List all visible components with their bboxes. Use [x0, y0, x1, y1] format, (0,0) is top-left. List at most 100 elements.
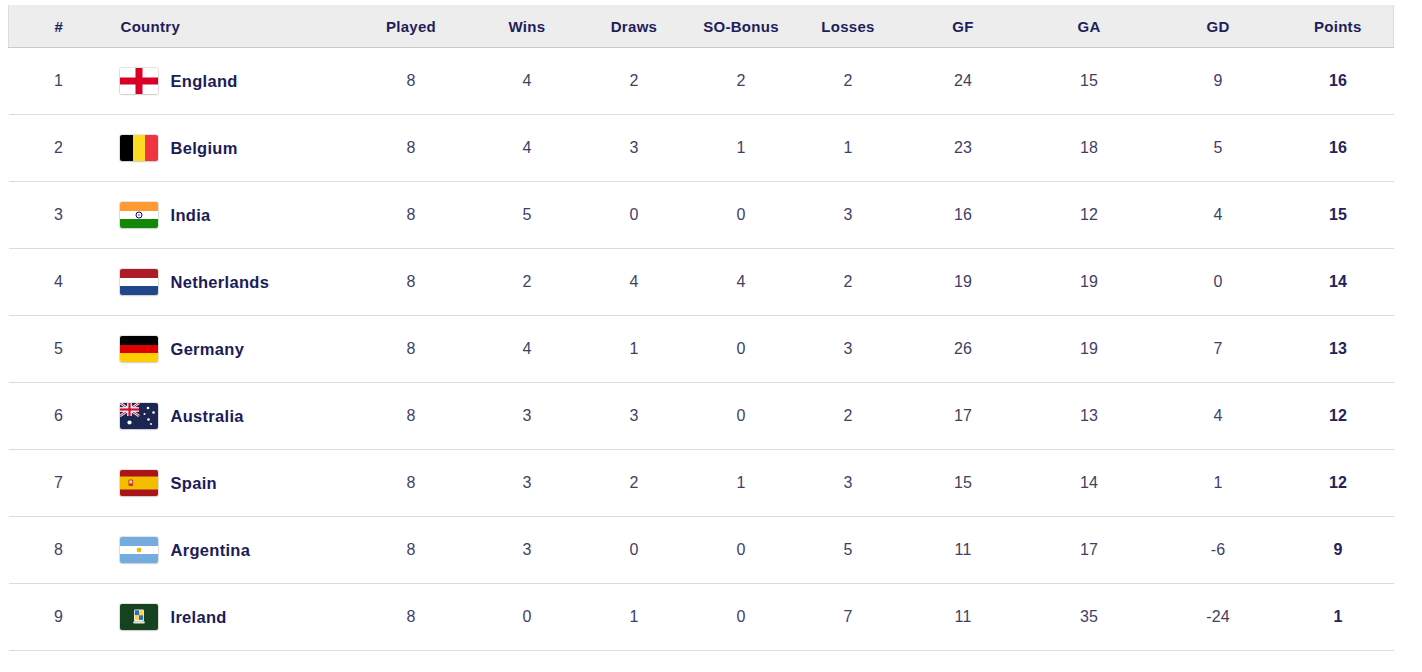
cell-gd: 9 [1154, 48, 1283, 115]
cell-ga: 19 [1025, 316, 1154, 383]
table-row: 1England842222415916 [9, 48, 1394, 115]
cell-gf: 26 [902, 316, 1025, 383]
column-header-country: Country [109, 5, 349, 48]
cell-rank: 1 [9, 48, 109, 115]
table-row: 2Belgium843112318516 [9, 115, 1394, 182]
country-name: Netherlands [171, 273, 270, 292]
cell-losses: 3 [795, 182, 902, 249]
cell-rank: 4 [9, 249, 109, 316]
country-cell: Germany [120, 336, 349, 362]
cell-wins: 4 [474, 48, 581, 115]
cell-wins: 4 [474, 316, 581, 383]
cell-gf: 23 [902, 115, 1025, 182]
cell-losses: 5 [795, 517, 902, 584]
cell-losses: 3 [795, 316, 902, 383]
cell-wins: 0 [474, 584, 581, 651]
cell-gd: 1 [1154, 450, 1283, 517]
cell-points: 14 [1283, 249, 1394, 316]
cell-rank: 7 [9, 450, 109, 517]
cell-rank: 5 [9, 316, 109, 383]
country-cell: Argentina [120, 537, 349, 563]
cell-gf: 16 [902, 182, 1025, 249]
cell-points: 16 [1283, 48, 1394, 115]
cell-gf: 11 [902, 517, 1025, 584]
cell-ga: 35 [1025, 584, 1154, 651]
cell-draws: 3 [581, 383, 688, 450]
cell-points: 15 [1283, 182, 1394, 249]
country-name: Ireland [171, 608, 227, 627]
cell-country: Australia [109, 383, 349, 450]
cell-rank: 2 [9, 115, 109, 182]
cell-played: 8 [349, 450, 474, 517]
country-cell: England [120, 68, 349, 94]
standings-table: #CountryPlayedWinsDrawsSO-BonusLossesGFG… [8, 5, 1394, 651]
table-header-row: #CountryPlayedWinsDrawsSO-BonusLossesGFG… [9, 5, 1394, 48]
cell-ga: 12 [1025, 182, 1154, 249]
england-flag-icon [120, 68, 158, 94]
table-row: 7Spain832131514112 [9, 450, 1394, 517]
country-name: Australia [171, 407, 244, 426]
cell-losses: 3 [795, 450, 902, 517]
cell-played: 8 [349, 115, 474, 182]
table-row: 3India850031612415 [9, 182, 1394, 249]
column-header-gf: GF [902, 5, 1025, 48]
cell-ga: 18 [1025, 115, 1154, 182]
cell-played: 8 [349, 517, 474, 584]
column-header-losses: Losses [795, 5, 902, 48]
cell-gf: 15 [902, 450, 1025, 517]
cell-draws: 2 [581, 450, 688, 517]
cell-points: 1 [1283, 584, 1394, 651]
table-row: 6Australia833021713412 [9, 383, 1394, 450]
country-cell: Ireland [120, 604, 349, 630]
table-row: 8Argentina830051117-69 [9, 517, 1394, 584]
cell-so_bonus: 1 [688, 450, 795, 517]
cell-draws: 1 [581, 584, 688, 651]
table-row: 9Ireland801071135-241 [9, 584, 1394, 651]
country-name: India [171, 206, 211, 225]
cell-points: 12 [1283, 450, 1394, 517]
column-header-gd: GD [1154, 5, 1283, 48]
country-cell: Spain [120, 470, 349, 496]
cell-gf: 11 [902, 584, 1025, 651]
cell-ga: 17 [1025, 517, 1154, 584]
cell-played: 8 [349, 182, 474, 249]
cell-gd: 4 [1154, 182, 1283, 249]
cell-so_bonus: 0 [688, 316, 795, 383]
cell-wins: 4 [474, 115, 581, 182]
cell-draws: 3 [581, 115, 688, 182]
cell-points: 9 [1283, 517, 1394, 584]
cell-gf: 19 [902, 249, 1025, 316]
cell-gf: 24 [902, 48, 1025, 115]
cell-draws: 0 [581, 517, 688, 584]
cell-wins: 3 [474, 517, 581, 584]
cell-points: 12 [1283, 383, 1394, 450]
cell-losses: 2 [795, 383, 902, 450]
standings-table-container: #CountryPlayedWinsDrawsSO-BonusLossesGFG… [8, 5, 1393, 651]
table-row: 5Germany841032619713 [9, 316, 1394, 383]
cell-points: 13 [1283, 316, 1394, 383]
cell-wins: 3 [474, 450, 581, 517]
column-header-so_bonus: SO-Bonus [688, 5, 795, 48]
cell-losses: 2 [795, 48, 902, 115]
cell-rank: 3 [9, 182, 109, 249]
ireland-flag-icon [120, 604, 158, 630]
country-name: England [171, 72, 238, 91]
cell-ga: 19 [1025, 249, 1154, 316]
cell-gd: 0 [1154, 249, 1283, 316]
cell-wins: 3 [474, 383, 581, 450]
cell-played: 8 [349, 48, 474, 115]
country-name: Belgium [171, 139, 238, 158]
column-header-played: Played [349, 5, 474, 48]
column-header-ga: GA [1025, 5, 1154, 48]
cell-points: 16 [1283, 115, 1394, 182]
cell-draws: 4 [581, 249, 688, 316]
cell-gd: -6 [1154, 517, 1283, 584]
column-header-rank: # [9, 5, 109, 48]
argentina-flag-icon [120, 537, 158, 563]
cell-wins: 5 [474, 182, 581, 249]
india-flag-icon [120, 202, 158, 228]
cell-wins: 2 [474, 249, 581, 316]
cell-rank: 6 [9, 383, 109, 450]
cell-country: Germany [109, 316, 349, 383]
cell-country: Argentina [109, 517, 349, 584]
